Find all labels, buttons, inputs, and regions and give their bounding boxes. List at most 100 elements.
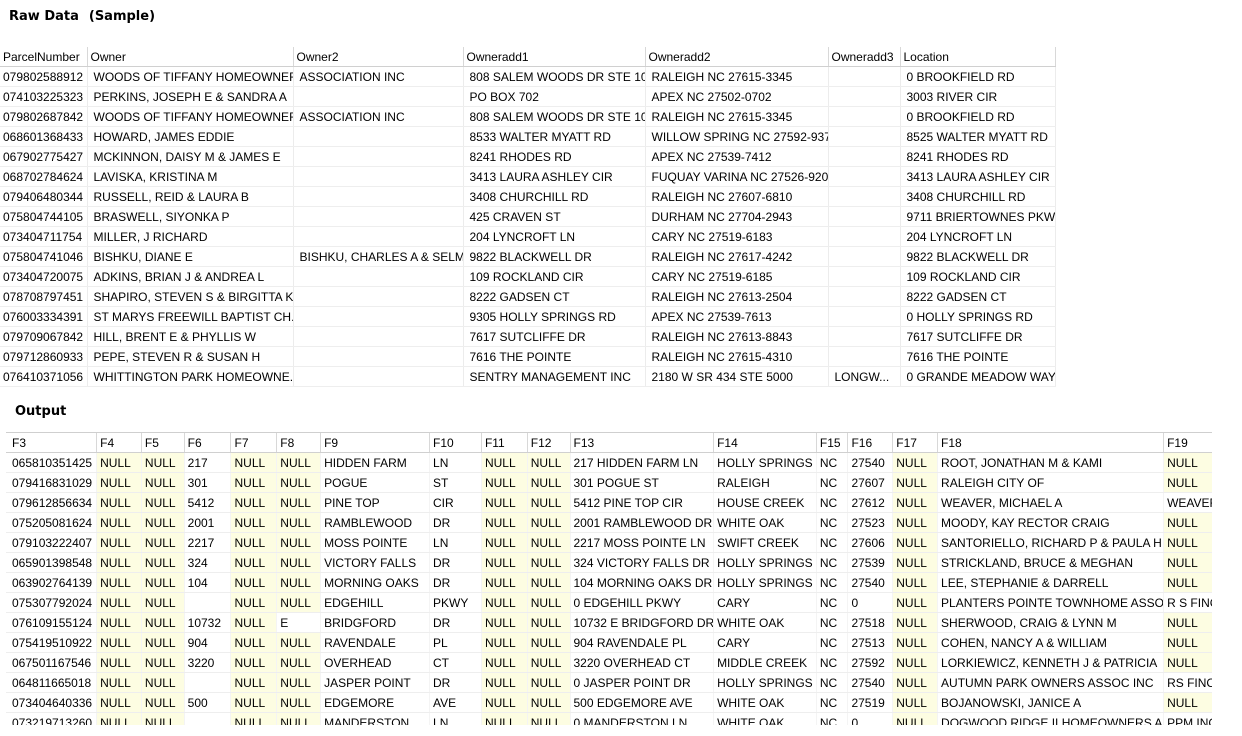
table-cell[interactable]: NULL — [141, 632, 185, 653]
table-cell[interactable]: NULL — [481, 632, 528, 653]
table-cell[interactable]: NULL — [96, 692, 142, 713]
table-cell[interactable]: 068702784624 — [0, 166, 88, 187]
table-cell[interactable]: NULL — [1163, 692, 1212, 713]
column-header[interactable]: F7 — [230, 433, 278, 453]
table-cell[interactable]: NULL — [96, 632, 142, 653]
table-cell[interactable]: RALEIGH — [713, 472, 817, 493]
table-cell[interactable]: NULL — [276, 552, 322, 573]
column-header[interactable]: F10 — [429, 433, 482, 453]
table-cell[interactable]: 0 BROOKFIELD RD — [900, 66, 1056, 87]
column-header[interactable]: F3 — [6, 433, 98, 453]
table-cell[interactable]: NULL — [230, 512, 278, 533]
table-cell[interactable] — [184, 592, 232, 613]
table-cell[interactable]: 064811665018 — [6, 672, 98, 693]
column-header[interactable]: F16 — [847, 433, 894, 453]
table-cell[interactable]: 063902764139 — [6, 572, 98, 593]
table-cell[interactable]: 3408 CHURCHILL RD — [463, 186, 646, 207]
table-cell[interactable]: WEAVER, MICHAEL A — [937, 492, 1165, 513]
table-cell[interactable]: 27592 — [847, 652, 894, 673]
table-cell[interactable]: SHERWOOD, CRAIG & LYNN M — [937, 612, 1165, 633]
table-cell[interactable]: SENTRY MANAGEMENT INC — [463, 366, 646, 387]
table-cell[interactable]: 217 — [184, 452, 232, 473]
table-cell[interactable]: LN — [429, 532, 482, 553]
table-cell[interactable]: NULL — [481, 592, 528, 613]
table-row[interactable]: 076003334391 ST MARYS FREEWILL BAPTIST CH… — [0, 306, 1056, 327]
table-cell[interactable]: NULL — [892, 612, 939, 633]
table-cell[interactable]: 073219713260 — [6, 712, 98, 725]
table-cell[interactable]: LAVISKA, KRISTINA M — [87, 166, 294, 187]
table-cell[interactable]: 27612 — [847, 492, 894, 513]
table-cell[interactable]: 500 — [184, 692, 232, 713]
table-cell[interactable] — [293, 346, 464, 367]
table-cell[interactable]: 7617 SUTCLIFFE DR — [463, 326, 646, 347]
table-cell[interactable]: NULL — [141, 532, 185, 553]
table-cell[interactable] — [828, 306, 901, 327]
table-cell[interactable]: NULL — [230, 652, 278, 673]
table-cell[interactable]: SWIFT CREEK — [713, 532, 817, 553]
table-cell[interactable]: NULL — [527, 592, 571, 613]
table-row[interactable]: 065901398548 NULL NULL 324 NULL NULL VICTORY F… — [6, 552, 1212, 573]
table-cell[interactable]: NULL — [892, 692, 939, 713]
table-cell[interactable]: NC — [816, 592, 849, 613]
table-cell[interactable] — [828, 66, 901, 87]
table-cell[interactable]: NC — [816, 532, 849, 553]
table-cell[interactable]: NULL — [527, 452, 571, 473]
table-cell[interactable]: NULL — [230, 572, 278, 593]
table-cell[interactable]: 079416831029 — [6, 472, 98, 493]
table-cell[interactable]: NULL — [141, 552, 185, 573]
table-cell[interactable]: NULL — [527, 652, 571, 673]
table-cell[interactable]: NULL — [892, 512, 939, 533]
table-cell[interactable]: 8241 RHODES RD — [463, 146, 646, 167]
table-cell[interactable]: NULL — [481, 452, 528, 473]
table-cell[interactable]: NULL — [527, 512, 571, 533]
table-cell[interactable]: 075804741046 — [0, 246, 88, 267]
table-cell[interactable]: CIR — [429, 492, 482, 513]
table-cell[interactable]: STRICKLAND, BRUCE & MEGHAN — [937, 552, 1165, 573]
table-row[interactable]: 075205081624 NULL NULL 2001 NULL NULL RAMBLEWO… — [6, 512, 1212, 533]
column-header[interactable]: ParcelNumber — [0, 47, 88, 67]
table-cell[interactable]: 8241 RHODES RD — [900, 146, 1056, 167]
table-cell[interactable]: NULL — [230, 532, 278, 553]
table-cell[interactable]: 065810351425 — [6, 452, 98, 473]
table-cell[interactable] — [828, 346, 901, 367]
table-cell[interactable]: WEAVER, SH — [1163, 492, 1212, 513]
table-row[interactable]: 079709067842 HILL, BRENT E & PHYLLIS W 761… — [0, 326, 1056, 347]
table-cell[interactable]: 079712860933 — [0, 346, 88, 367]
table-cell[interactable]: 075205081624 — [6, 512, 98, 533]
table-cell[interactable]: NULL — [892, 552, 939, 573]
table-cell[interactable]: NULL — [230, 592, 278, 613]
table-cell[interactable]: HOUSE CREEK — [713, 492, 817, 513]
table-cell[interactable]: 0 GRANDE MEADOW WAY — [900, 366, 1056, 387]
table-cell[interactable]: 2180 W SR 434 STE 5000 — [645, 366, 829, 387]
table-cell[interactable] — [293, 166, 464, 187]
table-cell[interactable]: NULL — [481, 572, 528, 593]
table-cell[interactable] — [828, 266, 901, 287]
table-cell[interactable] — [293, 146, 464, 167]
table-cell[interactable]: ROOT, JONATHAN M & KAMI — [937, 452, 1165, 473]
table-cell[interactable]: NC — [816, 492, 849, 513]
table-cell[interactable]: NULL — [276, 512, 322, 533]
table-cell[interactable]: NULL — [230, 472, 278, 493]
table-row[interactable]: 073404711754 MILLER, J RICHARD 204 LYNCROF… — [0, 226, 1056, 247]
table-cell[interactable]: NULL — [892, 492, 939, 513]
column-header[interactable]: F11 — [481, 433, 528, 453]
table-cell[interactable]: 27540 — [847, 672, 894, 693]
table-row[interactable]: 075419510922 NULL NULL 904 NULL NULL RAVENDALE… — [6, 632, 1212, 653]
table-cell[interactable]: 27540 — [847, 452, 894, 473]
table-row[interactable]: 075804744105 BRASWELL, SIYONKA P 425 CRAVE… — [0, 206, 1056, 227]
table-cell[interactable]: NC — [816, 552, 849, 573]
table-cell[interactable]: FUQUAY VARINA NC 27526-9204 — [645, 166, 829, 187]
table-cell[interactable]: CARY NC 27519-6185 — [645, 266, 829, 287]
table-cell[interactable]: 3220 — [184, 652, 232, 673]
table-cell[interactable]: WHITE OAK — [713, 692, 817, 713]
table-cell[interactable]: MCKINNON, DAISY M & JAMES E — [87, 146, 294, 167]
table-row[interactable]: 076410371056 WHITTINGTON PARK HOMEOWNE...… — [0, 366, 1056, 387]
table-cell[interactable]: NULL — [527, 612, 571, 633]
table-cell[interactable]: EDGEMORE — [320, 692, 431, 713]
table-cell[interactable]: 10732 E BRIDGFORD DR — [570, 612, 715, 633]
table-cell[interactable] — [293, 186, 464, 207]
table-cell[interactable]: 27519 — [847, 692, 894, 713]
table-cell[interactable]: 075307792024 — [6, 592, 98, 613]
table-cell[interactable] — [293, 126, 464, 147]
table-cell[interactable]: NULL — [96, 512, 142, 533]
